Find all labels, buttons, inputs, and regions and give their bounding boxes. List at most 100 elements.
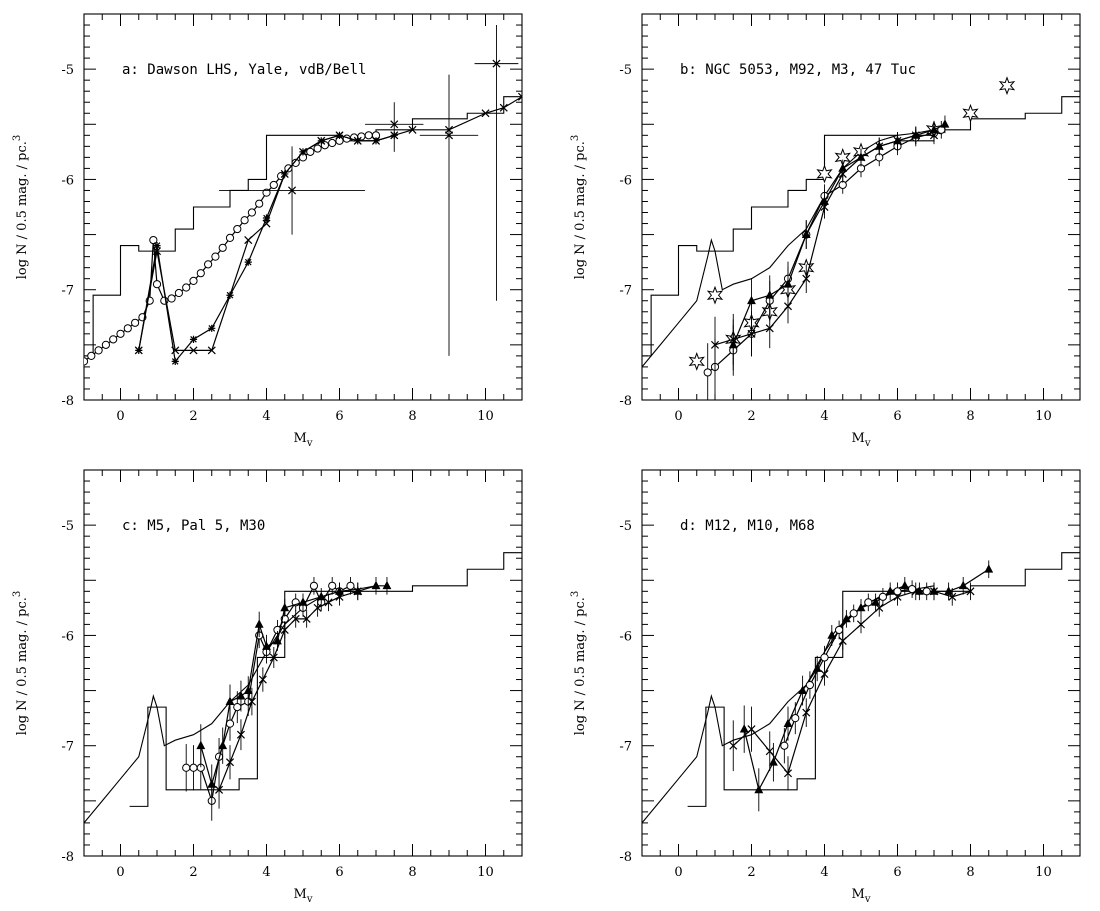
- data-point: [309, 581, 319, 590]
- data-point: [353, 587, 362, 596]
- data-point: [123, 324, 132, 333]
- y-tick-label: -5: [619, 519, 632, 534]
- data-point: [149, 235, 158, 245]
- y-axis-label: log N / 0.5 mag. / pc.3: [570, 591, 588, 736]
- data-point: [838, 636, 847, 645]
- data-point: [958, 580, 968, 590]
- data-point: [382, 580, 392, 590]
- plot-area: [642, 76, 1080, 400]
- data-point: [499, 103, 508, 112]
- series-line: [186, 584, 351, 802]
- x-tick-label: 10: [1035, 409, 1052, 424]
- data-point: [783, 302, 793, 311]
- y-tick-label: -8: [61, 394, 74, 409]
- x-tick-label: 10: [1035, 865, 1052, 880]
- y-tick-label: -8: [61, 850, 74, 865]
- data-point: [317, 136, 326, 145]
- panel-c: 0 2 4 6 8 10 -5 -6 -7 -8 Mv log N / 0.5 mag. / pc.3…: [12, 469, 523, 905]
- data-point: [280, 602, 290, 612]
- data-point: [739, 724, 749, 733]
- data-point: [911, 131, 920, 140]
- panel-title: d: M12, M10, M68: [680, 518, 815, 534]
- panel-title: b: NGC 5053, M92, M3, 47 Tuc: [680, 62, 916, 78]
- data-point: [211, 252, 220, 261]
- x-tick-label: 4: [262, 409, 270, 424]
- data-point: [765, 324, 774, 333]
- x-tick-label: 0: [674, 865, 682, 880]
- y-tick-label: -5: [61, 519, 74, 534]
- data-point: [269, 180, 278, 190]
- data-point: [371, 580, 381, 590]
- data-point: [189, 335, 198, 343]
- data-point: [966, 587, 975, 596]
- data-point: [236, 730, 245, 739]
- data-point: [208, 324, 216, 332]
- y-tick-label: -5: [619, 63, 632, 78]
- data-point: [747, 295, 756, 305]
- x-tick-label: 4: [262, 865, 270, 880]
- data-point: [893, 587, 902, 596]
- data-point: [481, 109, 490, 118]
- data-point: [171, 357, 179, 365]
- y-axis-label-sup: 3: [12, 591, 23, 597]
- data-point: [805, 680, 815, 690]
- x-tick-label: 10: [477, 409, 494, 424]
- data-point: [780, 741, 789, 750]
- x-tick-label: 0: [674, 409, 682, 424]
- y-tick-label: -8: [619, 394, 632, 409]
- data-point: [820, 653, 829, 662]
- data-point: [783, 279, 793, 288]
- histogram-step: [84, 96, 522, 357]
- data-point: [109, 335, 118, 344]
- x-tick-label: 8: [966, 409, 974, 424]
- data-point: [236, 691, 246, 700]
- data-point: [204, 260, 213, 269]
- data-point: [835, 625, 844, 635]
- y-tick-label: -6: [61, 629, 74, 644]
- x-axis-label-sub: v: [864, 438, 871, 449]
- data-point: [875, 603, 884, 612]
- data-point: [306, 147, 315, 156]
- data-point: [827, 630, 837, 639]
- data-point: [182, 283, 191, 292]
- data-point: [152, 280, 162, 289]
- x-tick-label: 2: [189, 409, 197, 424]
- data-point: [298, 597, 308, 606]
- data-point: [849, 609, 858, 618]
- data-point: [856, 620, 866, 629]
- y-tick-label: -7: [619, 284, 632, 299]
- data-point: [900, 580, 910, 590]
- data-point: [492, 59, 501, 68]
- data-point: [747, 725, 756, 734]
- x-tick-label: 2: [747, 409, 755, 424]
- data-point: [291, 614, 300, 623]
- x-axis-label-sub: v: [864, 894, 871, 905]
- data-point: [335, 131, 344, 140]
- x-tick-label: 6: [893, 409, 901, 424]
- panel-d: 0 2 4 6 8 10 -5 -6 -7 -8 Mv log N / 0.5 mag. / pc.3…: [570, 469, 1081, 905]
- data-point: [240, 216, 249, 225]
- data-point: [218, 243, 227, 252]
- x-tick-label: 4: [820, 409, 828, 424]
- data-point: [944, 586, 954, 595]
- data-point: [703, 368, 712, 377]
- data-point: [765, 747, 774, 756]
- data-point: [864, 598, 873, 607]
- x-tick-label: 10: [477, 865, 494, 880]
- data-point: [791, 714, 800, 723]
- data-point: [298, 147, 308, 156]
- x-tick-label: 2: [189, 865, 197, 880]
- data-point: [262, 641, 271, 650]
- x-tick-label: 6: [335, 409, 343, 424]
- data-point: [225, 758, 235, 767]
- series-line: [138, 96, 522, 351]
- data-point: [820, 202, 829, 212]
- data-point: [313, 603, 322, 612]
- data-point: [189, 346, 198, 355]
- plot-area: [642, 552, 1080, 824]
- data-point: [225, 719, 235, 728]
- data-point: [167, 294, 176, 303]
- data-point: [189, 763, 198, 772]
- data-point: [729, 741, 738, 750]
- data-point: [215, 785, 224, 794]
